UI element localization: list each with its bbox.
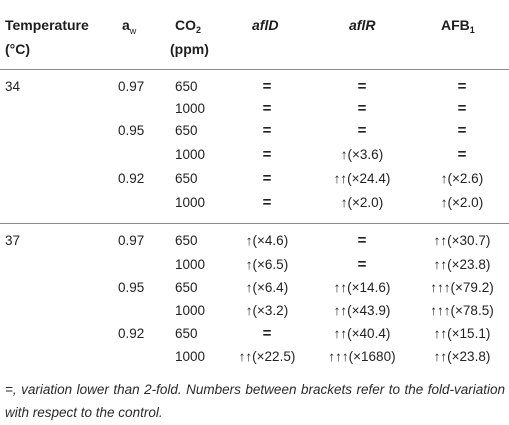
- header-rule: [0, 69, 509, 70]
- cell-afld: =: [262, 194, 272, 211]
- cell-aflr: =: [357, 100, 367, 117]
- header-aflr: aflR: [349, 17, 376, 33]
- cell-afld: ↑(×4.6): [245, 233, 289, 248]
- header-temperature-line1: Temperature: [5, 17, 89, 33]
- cell-afld: =: [262, 146, 272, 163]
- cell-afb1: ↑(×2.6): [440, 171, 484, 186]
- cell-water-activity: 0.95: [118, 123, 145, 138]
- cell-co2: 1000: [175, 195, 206, 210]
- cell-afb1: ↑↑(×23.8): [433, 349, 491, 364]
- cell-afld: ↑(×6.4): [245, 280, 289, 295]
- cell-afb1: =: [457, 122, 467, 139]
- cell-co2: 650: [175, 171, 198, 186]
- cell-aflr: ↑(×3.6): [340, 147, 384, 162]
- cell-afld: =: [262, 78, 272, 95]
- cell-water-activity: 0.92: [118, 326, 145, 341]
- header-water-activity: aw: [122, 17, 137, 36]
- header-afb1: AFB1: [441, 17, 475, 35]
- cell-afb1: ↑↑(×23.8): [433, 257, 491, 272]
- cell-afb1: =: [457, 78, 467, 95]
- cell-aflr: ↑↑(×43.9): [333, 303, 391, 318]
- cell-aflr: =: [357, 232, 367, 249]
- cell-afld: =: [262, 170, 272, 187]
- cell-afld: =: [262, 100, 272, 117]
- cell-temperature: 37: [5, 233, 21, 248]
- cell-afb1: ↑(×2.0): [440, 195, 484, 210]
- cell-afld: =: [262, 122, 272, 139]
- cell-water-activity: 0.95: [118, 280, 145, 295]
- cell-aflr: =: [357, 122, 367, 139]
- cell-afld: =: [262, 325, 272, 342]
- header-temperature-unit: (°C): [5, 41, 31, 57]
- cell-aflr: ↑(×2.0): [340, 195, 384, 210]
- cell-afb1: =: [457, 100, 467, 117]
- cell-aflr: ↑↑(×24.4): [333, 171, 391, 186]
- cell-aflr: ↑↑↑(×1680): [328, 349, 396, 364]
- cell-co2: 650: [175, 79, 198, 94]
- header-co2: CO2: [175, 17, 202, 35]
- cell-water-activity: 0.97: [118, 233, 145, 248]
- cell-co2: 1000: [175, 101, 206, 116]
- cell-afld: ↑(×6.5): [245, 257, 289, 272]
- header-co2-unit: (ppm): [170, 41, 209, 57]
- cell-co2: 1000: [175, 147, 206, 162]
- cell-water-activity: 0.92: [118, 171, 145, 186]
- cell-afb1: ↑↑(×15.1): [433, 326, 491, 341]
- cell-co2: 1000: [175, 303, 206, 318]
- cell-co2: 650: [175, 233, 198, 248]
- cell-aflr: ↑↑(×40.4): [333, 326, 391, 341]
- cell-afb1: ↑↑↑(×78.5): [430, 303, 494, 318]
- cell-aflr: ↑↑(×14.6): [333, 280, 391, 295]
- footnote: =, variation lower than 2-fold. Numbers …: [5, 382, 505, 420]
- header-temperature: Temperature: [5, 17, 89, 33]
- cell-co2: 650: [175, 326, 198, 341]
- cell-co2: 1000: [175, 257, 206, 272]
- cell-afb1: ↑↑↑(×79.2): [430, 280, 494, 295]
- cell-aflr: =: [357, 256, 367, 273]
- cell-co2: 650: [175, 123, 198, 138]
- cell-co2: 650: [175, 280, 198, 295]
- header-afld: aflD: [252, 17, 279, 33]
- cell-co2: 1000: [175, 349, 206, 364]
- cell-temperature: 34: [5, 79, 21, 94]
- group-rule: [0, 223, 509, 224]
- cell-aflr: =: [357, 78, 367, 95]
- cell-water-activity: 0.97: [118, 79, 145, 94]
- cell-afld: ↑↑(×22.5): [238, 349, 296, 364]
- cell-afb1: ↑↑(×30.7): [433, 233, 491, 248]
- cell-afb1: =: [457, 146, 467, 163]
- cell-afld: ↑(×3.2): [245, 303, 289, 318]
